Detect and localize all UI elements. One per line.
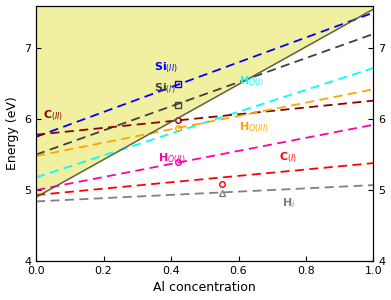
Text: $\mathbf{H}_i$: $\mathbf{H}_i$ [282,196,296,210]
Text: $\mathbf{H}_{O(III)}$: $\mathbf{H}_{O(III)}$ [239,120,268,135]
Y-axis label: Energy (eV): Energy (eV) [5,96,18,170]
X-axis label: Al concentration: Al concentration [153,281,256,294]
Text: $\mathbf{Si}_{(I)}$: $\mathbf{Si}_{(I)}$ [154,82,176,97]
Text: $\mathbf{C}_{(II)}$: $\mathbf{C}_{(II)}$ [43,108,63,123]
Text: $\mathbf{H}_{O(II)}$: $\mathbf{H}_{O(II)}$ [158,152,185,166]
Text: $\mathbf{H}_{O(I)}$: $\mathbf{H}_{O(I)}$ [239,74,264,89]
Text: $\mathbf{C}_{(I)}$: $\mathbf{C}_{(I)}$ [279,151,297,165]
Text: $\mathbf{Si}_{(II)}$: $\mathbf{Si}_{(II)}$ [154,61,178,75]
